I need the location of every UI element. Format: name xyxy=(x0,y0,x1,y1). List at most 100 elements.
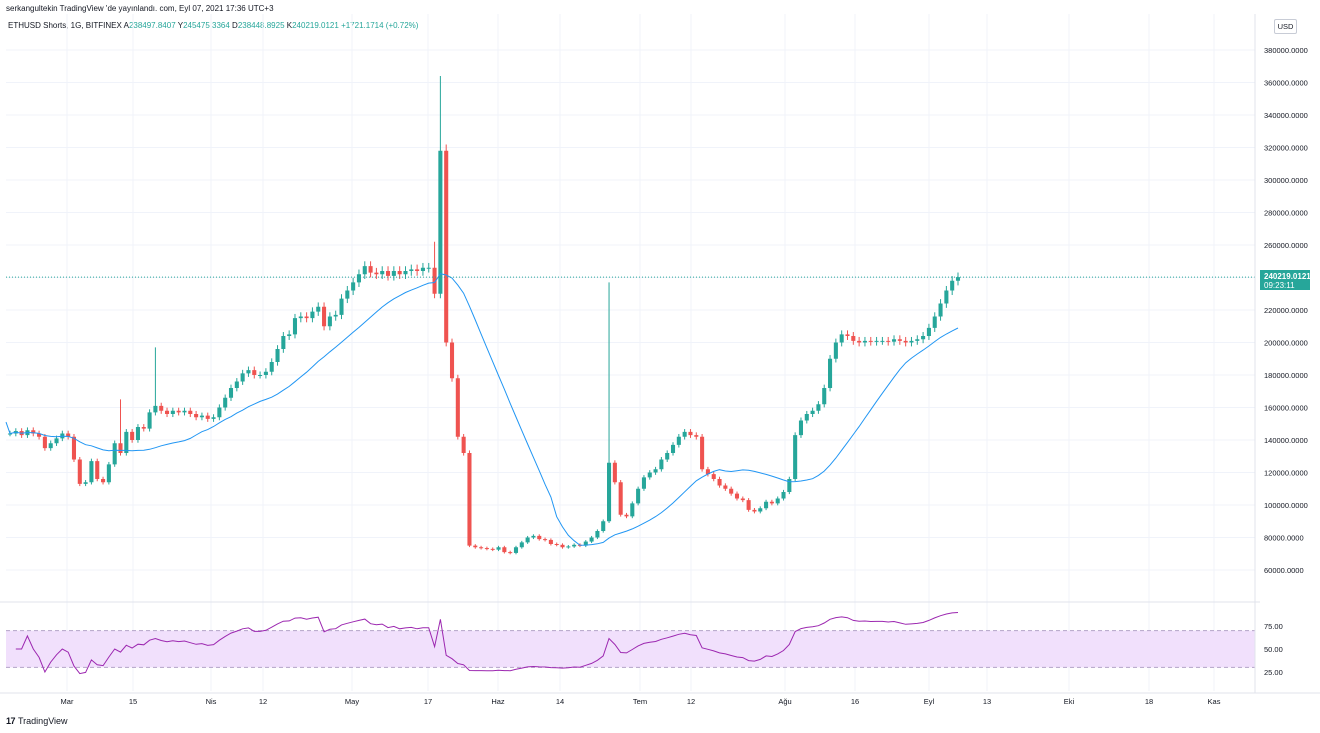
candle-body xyxy=(48,443,53,449)
candle-body xyxy=(636,488,641,504)
candle-body xyxy=(618,482,623,515)
y-tick-label: 260000.0000 xyxy=(1264,241,1308,250)
currency-button[interactable]: USD xyxy=(1274,19,1297,34)
candle-body xyxy=(897,339,902,341)
y-tick-label: 180000.0000 xyxy=(1264,371,1308,380)
open-label: A xyxy=(123,21,129,30)
price-badge-bg xyxy=(1260,270,1310,290)
candle-body xyxy=(915,339,920,341)
candle-body xyxy=(420,267,425,271)
candle-body xyxy=(461,436,466,453)
candle-body xyxy=(595,531,600,538)
candle-body xyxy=(426,267,431,269)
candle-body xyxy=(653,469,658,473)
candle-body xyxy=(641,477,646,489)
candle-body xyxy=(700,436,705,470)
chart-legend: ETHUSD Shorts, 1G, BITFINEX A238497.8407… xyxy=(8,21,418,30)
candle-body xyxy=(101,479,106,483)
ma-line xyxy=(5,273,959,546)
y-tick-label: 140000.0000 xyxy=(1264,436,1308,445)
candle-body xyxy=(734,493,740,499)
x-tick-label: Eki xyxy=(1064,697,1075,706)
candle-body xyxy=(874,340,879,342)
x-tick-label: Haz xyxy=(491,697,505,706)
candle-body xyxy=(304,316,309,319)
candle-body xyxy=(362,266,367,275)
candle-body xyxy=(775,498,780,504)
candle-body xyxy=(793,435,798,479)
candle-body xyxy=(432,267,437,294)
candle-body xyxy=(758,508,763,512)
candle-body xyxy=(269,362,274,372)
candle-body xyxy=(368,266,373,273)
y-tick-label: 160000.0000 xyxy=(1264,404,1308,413)
candles xyxy=(7,76,961,555)
candle-body xyxy=(374,272,379,275)
candle-body xyxy=(601,521,606,531)
candle-body xyxy=(37,433,42,437)
candle-body xyxy=(833,342,838,359)
close-label: K xyxy=(286,21,293,30)
candle-body xyxy=(298,316,303,319)
candle-body xyxy=(950,280,955,291)
candle-body xyxy=(717,479,722,486)
candle-body xyxy=(42,436,47,449)
candle-body xyxy=(386,271,391,276)
candle-body xyxy=(211,417,216,419)
x-tick-label: Tem xyxy=(633,697,647,706)
y-tick-label: 320000.0000 xyxy=(1264,144,1308,153)
candle-body xyxy=(124,431,129,453)
symbol-label: ETHUSD Shorts, 1G, BITFINEX xyxy=(8,21,122,30)
candle-body xyxy=(711,474,716,479)
candle-body xyxy=(310,311,315,319)
candle-body xyxy=(31,430,36,434)
candle-body xyxy=(746,500,751,510)
candle-body xyxy=(258,375,263,376)
x-tick-label: 12 xyxy=(687,697,695,706)
x-tick-label: 15 xyxy=(129,697,137,706)
candle-body xyxy=(54,438,59,444)
candle-body xyxy=(327,316,332,327)
candle-body xyxy=(95,461,100,479)
candle-body xyxy=(670,444,676,453)
rsi-tick-label: 75.00 xyxy=(1264,622,1283,631)
rsi-band xyxy=(6,630,1255,668)
candle-body xyxy=(246,370,251,374)
y-tick-label: 300000.0000 xyxy=(1264,176,1308,185)
candle-body xyxy=(438,150,443,294)
candle-body xyxy=(781,492,786,499)
price-badge: 240219.0121 09:23:11 xyxy=(1260,270,1311,290)
axes: 380000.0000 360000.0000 340000.0000 320000.… xyxy=(0,14,1320,706)
candle-body xyxy=(89,461,94,483)
candle-body xyxy=(176,410,181,413)
x-tick-label: Kas xyxy=(1208,697,1221,706)
candle-body xyxy=(223,397,228,408)
candle-body xyxy=(665,453,670,460)
low-label: D xyxy=(232,21,238,30)
candle-body xyxy=(164,410,170,414)
high-label: Y xyxy=(177,21,184,30)
candle-body xyxy=(857,340,862,343)
candle-body xyxy=(810,410,815,414)
candle-body xyxy=(141,427,146,429)
candle-body xyxy=(764,501,769,509)
candle-body xyxy=(944,290,949,304)
candle-body xyxy=(275,349,280,362)
candle-body xyxy=(316,306,321,312)
candle-body xyxy=(787,479,792,492)
x-tick-label: 14 xyxy=(556,697,564,706)
candle-body xyxy=(467,453,472,546)
candle-body xyxy=(252,370,257,375)
candle-body xyxy=(694,435,699,437)
candle-body xyxy=(926,327,931,336)
tradingview-logo-icon: 17 xyxy=(6,716,16,726)
low-value: 238448.8925 xyxy=(237,21,285,30)
candle-body xyxy=(194,414,199,418)
candle-body xyxy=(921,336,926,340)
candle-body xyxy=(345,290,350,299)
candle-body xyxy=(955,277,961,281)
price-chart[interactable]: 380000.0000 360000.0000 340000.0000 320000.… xyxy=(0,0,1320,710)
candle-body xyxy=(839,334,844,343)
candle-body xyxy=(112,443,117,465)
candle-body xyxy=(607,462,612,522)
